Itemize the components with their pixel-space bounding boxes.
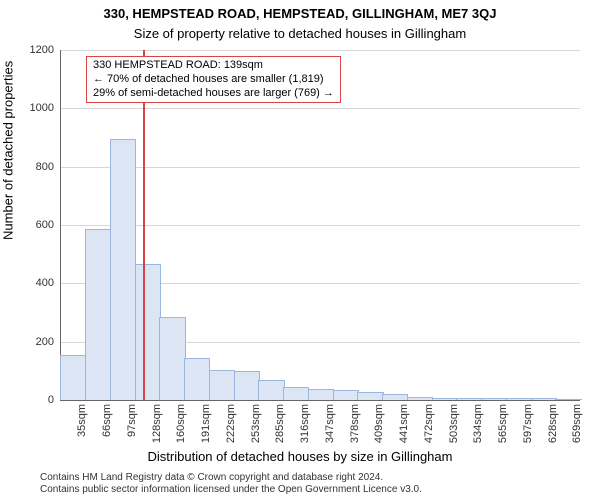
plot-area: 02004006008001000120035sqm66sqm97sqm128s…	[60, 50, 580, 400]
histogram-bar	[407, 397, 433, 400]
plot-inner: 02004006008001000120035sqm66sqm97sqm128s…	[60, 50, 580, 400]
x-tick-label: 128sqm	[151, 404, 163, 443]
annotation-line-3: 29% of semi-detached houses are larger (…	[93, 87, 334, 101]
histogram-bar	[382, 394, 408, 400]
y-axis-label: Number of detached properties	[1, 61, 16, 240]
x-tick-label: 409sqm	[374, 404, 386, 443]
x-tick-label: 565sqm	[497, 404, 509, 443]
histogram-bar	[357, 392, 383, 400]
x-tick-label: 659sqm	[572, 404, 584, 443]
footer-text: Contains HM Land Registry data © Crown c…	[40, 472, 422, 496]
y-tick-label: 600	[36, 219, 54, 231]
x-tick-label: 66sqm	[101, 404, 113, 437]
histogram-bar	[60, 355, 86, 400]
x-tick-label: 503sqm	[448, 404, 460, 443]
x-axis-line	[60, 400, 580, 401]
histogram-bar	[110, 139, 136, 400]
histogram-bar	[308, 389, 334, 400]
grid-line	[60, 225, 580, 226]
histogram-bar	[432, 398, 458, 400]
x-tick-label: 441sqm	[398, 404, 410, 443]
x-tick-label: 285sqm	[274, 404, 286, 443]
chart-subtitle: Size of property relative to detached ho…	[0, 26, 600, 41]
chart-container: 330, HEMPSTEAD ROAD, HEMPSTEAD, GILLINGH…	[0, 0, 600, 500]
y-tick-label: 400	[36, 277, 54, 289]
histogram-bar	[135, 264, 161, 400]
x-tick-label: 597sqm	[522, 404, 534, 443]
x-axis-label: Distribution of detached houses by size …	[0, 449, 600, 464]
y-tick-label: 200	[36, 336, 54, 348]
x-tick-label: 534sqm	[473, 404, 485, 443]
histogram-bar	[184, 358, 210, 400]
x-tick-label: 35sqm	[76, 404, 88, 437]
x-tick-label: 160sqm	[175, 404, 187, 443]
annotation-box: 330 HEMPSTEAD ROAD: 139sqm← 70% of detac…	[86, 56, 341, 103]
x-tick-label: 378sqm	[349, 404, 361, 443]
histogram-bar	[283, 387, 309, 400]
y-tick-label: 0	[48, 394, 54, 406]
x-tick-label: 222sqm	[225, 404, 237, 443]
annotation-line-1: 330 HEMPSTEAD ROAD: 139sqm	[93, 59, 334, 73]
x-tick-label: 253sqm	[250, 404, 262, 443]
y-tick-label: 1200	[30, 44, 54, 56]
x-tick-label: 316sqm	[299, 404, 311, 443]
footer-line-1: Contains HM Land Registry data © Crown c…	[40, 472, 422, 484]
histogram-bar	[209, 370, 235, 400]
histogram-bar	[258, 380, 284, 400]
footer-line-2: Contains public sector information licen…	[40, 484, 422, 496]
x-tick-label: 347sqm	[324, 404, 336, 443]
y-tick-label: 800	[36, 161, 54, 173]
x-tick-label: 628sqm	[547, 404, 559, 443]
grid-line	[60, 50, 580, 51]
grid-line	[60, 108, 580, 109]
histogram-bar	[506, 398, 532, 400]
grid-line	[60, 167, 580, 168]
histogram-bar	[159, 317, 185, 400]
y-axis-line	[60, 50, 61, 400]
histogram-bar	[555, 399, 581, 401]
annotation-line-2: ← 70% of detached houses are smaller (1,…	[93, 73, 334, 87]
histogram-bar	[531, 398, 557, 400]
histogram-bar	[85, 229, 111, 400]
x-tick-label: 97sqm	[126, 404, 138, 437]
chart-title: 330, HEMPSTEAD ROAD, HEMPSTEAD, GILLINGH…	[0, 6, 600, 21]
histogram-bar	[481, 398, 507, 400]
histogram-bar	[234, 371, 260, 400]
histogram-bar	[456, 398, 482, 400]
y-tick-label: 1000	[30, 102, 54, 114]
x-tick-label: 472sqm	[423, 404, 435, 443]
x-tick-label: 191sqm	[200, 404, 212, 443]
histogram-bar	[333, 390, 359, 400]
